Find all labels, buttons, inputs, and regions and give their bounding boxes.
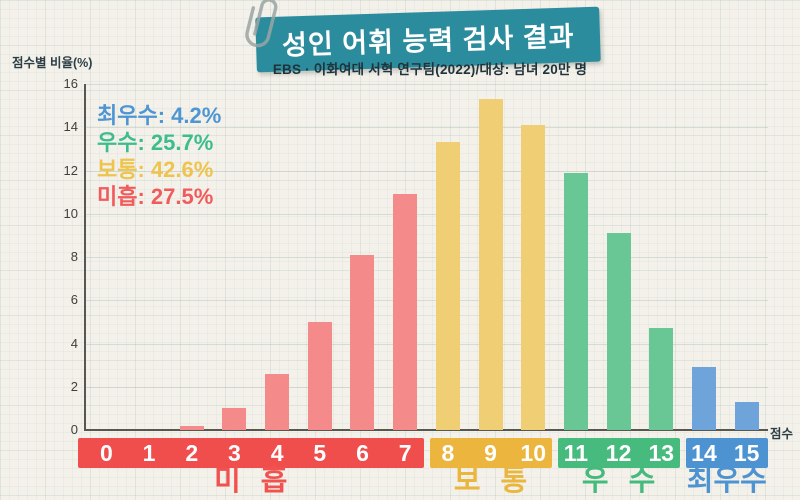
bar-score-9 xyxy=(478,99,503,430)
gridline-8 xyxy=(85,257,768,258)
x-tick-4: 4 xyxy=(270,440,284,466)
caption-우수: 우수 xyxy=(581,465,676,497)
gridline-10 xyxy=(85,213,768,215)
x-tick-11: 11 xyxy=(563,440,589,466)
x-tick-9: 9 xyxy=(484,440,497,466)
y-tick-12: 12 xyxy=(63,162,78,178)
bar-score-13 xyxy=(649,328,674,430)
x-tick-0: 0 xyxy=(99,440,113,466)
band-미흡 xyxy=(78,438,424,468)
caption-미흡: 미흡 xyxy=(214,465,308,497)
x-tick-7: 7 xyxy=(398,440,412,466)
x-tick-12: 12 xyxy=(605,440,632,466)
x-tick-5: 5 xyxy=(313,440,327,466)
gridline-16 xyxy=(85,84,768,85)
x-tick-15: 15 xyxy=(733,440,760,466)
legend-item-우수: 우수: 25.7% xyxy=(97,130,214,155)
gridline-2 xyxy=(85,386,768,388)
legend-item-보통: 보통: 42.6% xyxy=(97,157,214,182)
bar-score-2 xyxy=(179,425,204,430)
bar-score-12 xyxy=(606,233,631,430)
bar-score-3 xyxy=(222,408,247,430)
bar-score-6 xyxy=(350,254,375,430)
x-tick-6: 6 xyxy=(356,440,369,466)
x-tick-8: 8 xyxy=(441,440,455,466)
bar-score-8 xyxy=(435,142,460,430)
y-tick-0: 0 xyxy=(70,422,78,437)
y-axis-line xyxy=(84,84,86,431)
gridline-12 xyxy=(85,170,768,172)
gridline-14 xyxy=(85,127,768,129)
band-우수 xyxy=(557,438,680,468)
y-tick-16: 16 xyxy=(63,76,78,91)
x-axis-label: 점수 xyxy=(770,427,794,441)
y-tick-10: 10 xyxy=(63,205,78,221)
bar-score-15 xyxy=(734,401,759,430)
x-axis-line xyxy=(84,429,768,431)
x-tick-10: 10 xyxy=(520,440,547,466)
x-tick-1: 1 xyxy=(142,440,156,466)
y-axis-label: 점수별 비율(%) xyxy=(12,56,93,70)
legend-item-최우수: 최우수: 4.2% xyxy=(97,103,222,128)
paperclip-icon xyxy=(245,0,278,48)
bar-score-7 xyxy=(393,194,418,430)
caption-보통: 보통 xyxy=(453,465,548,497)
y-tick-2: 2 xyxy=(70,378,78,394)
legend-item-미흡: 미흡: 27.5% xyxy=(97,184,214,209)
bar-score-4 xyxy=(265,373,290,430)
x-tick-14: 14 xyxy=(691,440,717,466)
y-tick-4: 4 xyxy=(70,335,78,351)
caption-최우수: 최우수 xyxy=(686,465,767,497)
x-tick-2: 2 xyxy=(185,440,199,466)
y-tick-14: 14 xyxy=(63,119,78,135)
y-tick-8: 8 xyxy=(70,249,78,264)
band-최우수 xyxy=(685,438,768,468)
bar-score-10 xyxy=(521,125,546,430)
bar-score-5 xyxy=(307,321,332,430)
bar-score-14 xyxy=(691,367,716,430)
x-tick-3: 3 xyxy=(228,440,241,466)
x-tick-13: 13 xyxy=(648,440,675,466)
gridline-6 xyxy=(85,300,768,302)
chart-subtitle: EBS · 이화여대 서혁 연구팀(2022)/대상: 남녀 20만 명 xyxy=(272,62,588,77)
band-보통 xyxy=(429,438,552,468)
y-tick-6: 6 xyxy=(70,292,78,308)
bar-score-11 xyxy=(563,172,588,430)
legend: 최우수: 4.2% 우수: 25.7% 보통: 42.6% 미흡: 27.5% xyxy=(97,102,221,210)
gridline-4 xyxy=(85,343,768,345)
